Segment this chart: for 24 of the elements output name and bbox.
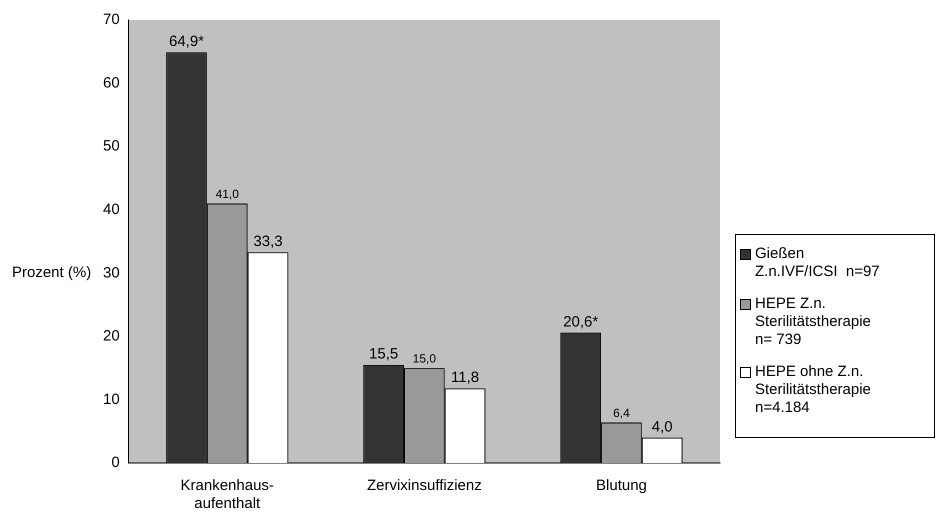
legend-label: HEPE Z.n. Sterilitätstherapie n= 739 — [755, 295, 871, 349]
y-tick-label: 20 — [102, 328, 120, 345]
legend-label: HEPE ohne Z.n. Sterilitätstherapie n=4.184 — [755, 363, 871, 417]
y-tick-label: 40 — [102, 201, 120, 218]
y-axis-title: Prozent (%) — [12, 264, 92, 281]
data-label: 15,5 — [369, 346, 398, 363]
x-tick-label: Zervixinsuffizienz — [366, 477, 482, 494]
y-tick-label: 60 — [102, 74, 120, 92]
x-tick-label: Blutung — [596, 477, 647, 494]
y-tick-label: 70 — [102, 11, 120, 28]
y-tick-label: 50 — [102, 138, 120, 155]
legend-label: Gießen Z.n.IVF/ICSI n=97 — [755, 245, 880, 281]
data-label: 20,6* — [563, 313, 598, 330]
data-label: 64,9* — [168, 32, 204, 50]
data-label: 15,0 — [412, 351, 436, 366]
data-label: 33,3 — [253, 232, 283, 250]
data-label: 11,8 — [451, 368, 480, 386]
y-tick-label: 30 — [102, 264, 120, 282]
y-tick-label: 10 — [102, 390, 120, 408]
data-label: 4,0 — [652, 418, 673, 436]
y-tick-label: 0 — [111, 454, 120, 472]
data-label: 6,4 — [613, 406, 630, 420]
x-tick-label: Krankenhaus- aufenthalt — [180, 477, 274, 512]
data-label: 41,0 — [216, 186, 240, 201]
